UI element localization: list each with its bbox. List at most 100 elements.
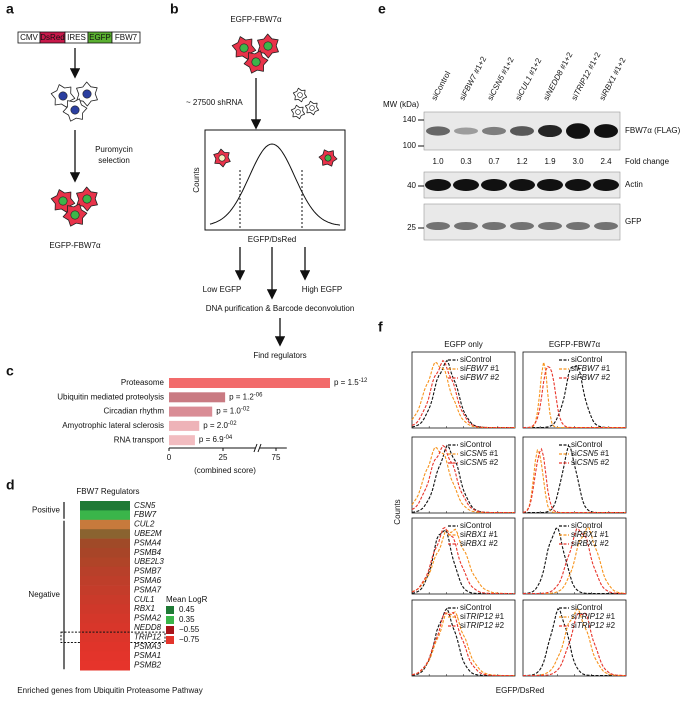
y-label: Counts: [393, 499, 402, 524]
legend-label: siFBW7 #1: [460, 364, 500, 373]
legend-label-part: RBX1: [577, 530, 598, 539]
mw-marker: 140: [403, 115, 417, 124]
legend-label-part: #2: [488, 373, 500, 382]
column-header: EGFP only: [444, 340, 483, 349]
legend-label: siControl: [571, 355, 603, 364]
nucleus: [82, 194, 92, 204]
heatmap-cell: [80, 632, 130, 643]
mw-marker: 25: [407, 223, 416, 232]
nucleus: [297, 92, 303, 98]
lane-label-part: si: [542, 92, 553, 102]
heatmap-cell: [80, 595, 130, 605]
library-label: ~ 27500 shRNA: [186, 98, 243, 107]
p-value-text: p = 2.0: [203, 421, 228, 430]
legend-label-part: si: [460, 449, 466, 458]
mw-marker: 100: [403, 141, 417, 150]
histogram-frame: [411, 517, 516, 595]
fold-change-value: 1.0: [432, 157, 444, 166]
lane-label: siCUL1 #1+2: [514, 56, 544, 102]
heatmap-cell: [80, 548, 130, 558]
category-label: Circadian rhythm: [104, 407, 165, 416]
legend-label-part: #2: [493, 621, 505, 630]
gene-label: UBE2L3: [134, 557, 164, 566]
nucleus: [58, 196, 68, 206]
x-tick-label: 75: [272, 453, 281, 462]
legend-label-part: si: [460, 621, 466, 630]
lane-label: siControl: [430, 70, 453, 102]
legend-label-part: si: [460, 539, 466, 548]
gene-label: UBE2M: [134, 529, 162, 538]
lane-label-part: si: [570, 92, 581, 102]
band: [426, 126, 450, 136]
p-value-text: p = 1.2: [229, 392, 254, 401]
distribution: [209, 143, 341, 226]
legend-label-part: TRIP12: [577, 612, 605, 621]
heatmap-cell: [80, 642, 130, 652]
lane-label-part: #1+2: [471, 55, 489, 78]
facs-box: [204, 129, 346, 231]
lane-label: siRBX1 #1+2: [598, 56, 628, 102]
nucleus: [324, 154, 332, 162]
construct-label: FBW7: [115, 33, 138, 42]
legend-label: siControl: [460, 521, 492, 530]
lane-label-part: TRIP12: [572, 68, 593, 97]
legend-label-part: #1: [598, 530, 610, 539]
lane-label-part: si: [458, 92, 469, 102]
y-label: Counts: [192, 167, 201, 192]
legend-label: siCSN5 #1: [460, 449, 499, 458]
nucleus: [309, 105, 315, 111]
band: [454, 127, 478, 135]
heatmap-cell: [80, 501, 130, 511]
legend-label-part: si: [571, 458, 577, 467]
group-label: Negative: [28, 590, 60, 599]
nucleus: [263, 41, 273, 51]
nucleus: [251, 57, 261, 67]
legend-label-part: siControl: [571, 521, 603, 530]
legend-label: 0.35: [179, 615, 195, 624]
panel-label: b: [170, 1, 179, 17]
category-label: RNA transport: [114, 435, 165, 444]
legend-label-part: CSN5: [577, 458, 599, 467]
histogram-curve: [523, 528, 626, 595]
legend-title: Mean LogR: [166, 595, 208, 604]
fold-change-value: 1.2: [516, 157, 528, 166]
legend-label: siRBX1 #1: [460, 530, 498, 539]
legend-label-part: #2: [487, 539, 499, 548]
gene-label: RBX1: [134, 604, 155, 613]
heatmap-cell: [80, 519, 130, 530]
histogram-curve: [411, 359, 515, 429]
p-value-label: p = 6.9-04: [199, 435, 233, 445]
histogram-curve: [522, 447, 626, 514]
high-label: High EGFP: [302, 285, 342, 294]
histogram-curve: [411, 526, 515, 595]
lane-label-part: #1+2: [526, 56, 544, 79]
legend-label-part: #1: [604, 612, 616, 621]
heatmap-cell: [80, 510, 130, 521]
gene-label: PSMA1: [134, 651, 161, 660]
legend-label-part: si: [571, 612, 577, 621]
histogram-frame: [411, 351, 516, 429]
footer: Enriched genes from Ubiquitin Proteasome…: [17, 686, 202, 695]
step-label: DNA purification & Barcode deconvolution: [206, 304, 355, 313]
p-value-exp: -02: [228, 420, 237, 426]
nucleus: [58, 91, 68, 101]
legend-label-part: si: [571, 539, 577, 548]
fold-change-value: 0.3: [460, 157, 472, 166]
legend-label-part: siControl: [571, 440, 603, 449]
gene-label: PSMB4: [134, 548, 162, 557]
nucleus: [239, 43, 249, 53]
legend-label-part: RBX1: [466, 539, 487, 548]
category-label: Ubiquitin mediated proteolysis: [57, 392, 164, 401]
legend-label: siControl: [460, 603, 492, 612]
legend-label: siFBW7 #2: [571, 373, 611, 382]
band: [454, 222, 478, 230]
legend-label: siControl: [460, 440, 492, 449]
legend-swatch: [166, 606, 174, 614]
title: FBW7 Regulators: [76, 487, 139, 496]
step-label: selection: [98, 156, 130, 165]
p-value-text: p = 1.0: [216, 407, 241, 416]
legend-label-part: si: [571, 621, 577, 630]
gene-label: PSMA4: [134, 538, 162, 547]
bar: [169, 435, 195, 446]
legend-label: siFBW7 #2: [460, 373, 500, 382]
